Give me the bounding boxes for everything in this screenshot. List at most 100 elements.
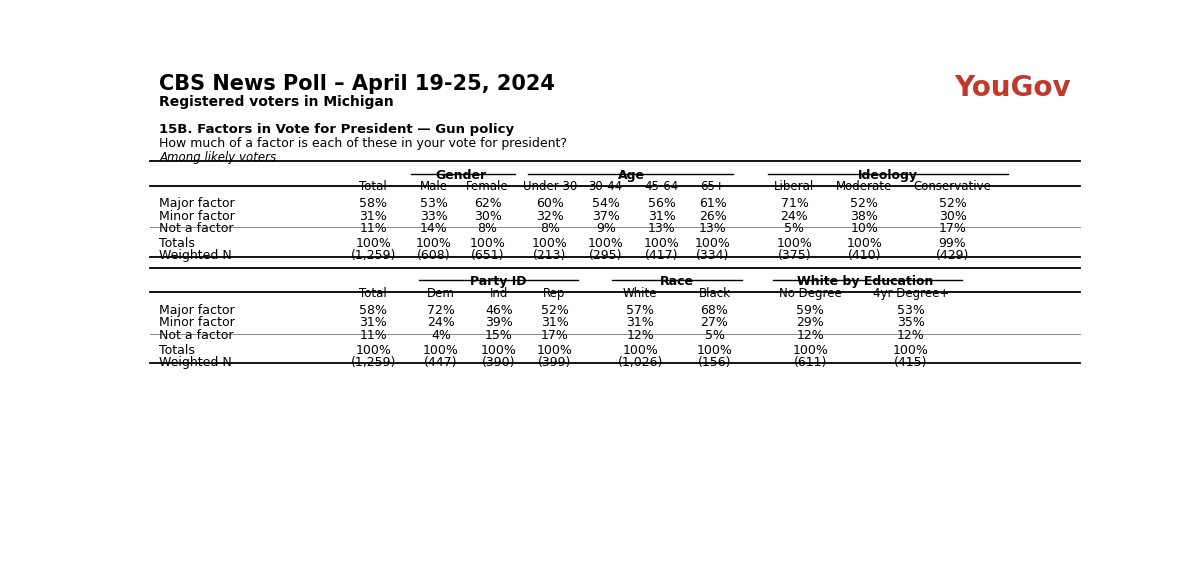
Text: 13%: 13% bbox=[698, 222, 726, 235]
Text: (415): (415) bbox=[894, 356, 928, 369]
Text: Race: Race bbox=[660, 275, 695, 288]
Text: Major factor: Major factor bbox=[160, 197, 235, 210]
Text: Under 30: Under 30 bbox=[523, 180, 577, 193]
Text: 12%: 12% bbox=[797, 329, 824, 342]
Text: 8%: 8% bbox=[540, 222, 560, 235]
Text: (611): (611) bbox=[793, 356, 827, 369]
Text: 30%: 30% bbox=[938, 209, 966, 223]
Text: (429): (429) bbox=[936, 249, 970, 262]
Text: 100%: 100% bbox=[355, 344, 391, 357]
Text: 8%: 8% bbox=[478, 222, 498, 235]
Text: Liberal: Liberal bbox=[774, 180, 815, 193]
Text: (410): (410) bbox=[847, 249, 881, 262]
Text: 45-64: 45-64 bbox=[644, 180, 679, 193]
Text: Gender: Gender bbox=[436, 168, 486, 182]
Text: 52%: 52% bbox=[938, 197, 966, 210]
Text: 61%: 61% bbox=[698, 197, 726, 210]
Text: 60%: 60% bbox=[536, 197, 564, 210]
Text: 52%: 52% bbox=[851, 197, 878, 210]
Text: (447): (447) bbox=[425, 356, 458, 369]
Text: Conservative: Conservative bbox=[913, 180, 991, 193]
Text: 31%: 31% bbox=[541, 316, 569, 329]
Text: 13%: 13% bbox=[648, 222, 676, 235]
Text: 24%: 24% bbox=[427, 316, 455, 329]
Text: 38%: 38% bbox=[851, 209, 878, 223]
Text: Ideology: Ideology bbox=[858, 168, 918, 182]
Text: (1,026): (1,026) bbox=[618, 356, 662, 369]
Text: Weighted N: Weighted N bbox=[160, 249, 232, 262]
Text: 30%: 30% bbox=[474, 209, 502, 223]
Text: 68%: 68% bbox=[701, 304, 728, 317]
Text: Age: Age bbox=[618, 168, 644, 182]
Text: (295): (295) bbox=[589, 249, 623, 262]
Text: 100%: 100% bbox=[355, 237, 391, 250]
Text: 5%: 5% bbox=[785, 222, 804, 235]
Text: 100%: 100% bbox=[643, 237, 679, 250]
Text: 100%: 100% bbox=[696, 344, 732, 357]
Text: 11%: 11% bbox=[359, 222, 388, 235]
Text: (608): (608) bbox=[416, 249, 450, 262]
Text: 100%: 100% bbox=[695, 237, 731, 250]
Text: 17%: 17% bbox=[541, 329, 569, 342]
Text: 39%: 39% bbox=[485, 316, 512, 329]
Text: Dem: Dem bbox=[427, 287, 455, 300]
Text: (334): (334) bbox=[696, 249, 730, 262]
Text: 30-44: 30-44 bbox=[589, 180, 623, 193]
Text: 24%: 24% bbox=[781, 209, 809, 223]
Text: 100%: 100% bbox=[424, 344, 460, 357]
Text: 100%: 100% bbox=[415, 237, 451, 250]
Text: No Degree: No Degree bbox=[779, 287, 841, 300]
Text: Totals: Totals bbox=[160, 344, 196, 357]
Text: YouGov: YouGov bbox=[954, 74, 1070, 102]
Text: Totals: Totals bbox=[160, 237, 196, 250]
Text: 26%: 26% bbox=[698, 209, 726, 223]
Text: White by Education: White by Education bbox=[797, 275, 934, 288]
Text: 27%: 27% bbox=[701, 316, 728, 329]
Text: 53%: 53% bbox=[896, 304, 925, 317]
Text: 62%: 62% bbox=[474, 197, 502, 210]
Text: 53%: 53% bbox=[420, 197, 448, 210]
Text: Ind: Ind bbox=[490, 287, 508, 300]
Text: 100%: 100% bbox=[588, 237, 624, 250]
Text: 31%: 31% bbox=[648, 209, 676, 223]
Text: Male: Male bbox=[420, 180, 448, 193]
Text: 15B. Factors in Vote for President — Gun policy: 15B. Factors in Vote for President — Gun… bbox=[160, 123, 515, 136]
Text: 10%: 10% bbox=[851, 222, 878, 235]
Text: 17%: 17% bbox=[938, 222, 966, 235]
Text: Weighted N: Weighted N bbox=[160, 356, 232, 369]
Text: 58%: 58% bbox=[359, 197, 388, 210]
Text: How much of a factor is each of these in your vote for president?: How much of a factor is each of these in… bbox=[160, 137, 568, 150]
Text: Female: Female bbox=[467, 180, 509, 193]
Text: Registered voters in Michigan: Registered voters in Michigan bbox=[160, 95, 394, 109]
Text: 52%: 52% bbox=[541, 304, 569, 317]
Text: Not a factor: Not a factor bbox=[160, 329, 234, 342]
Text: Total: Total bbox=[359, 287, 388, 300]
Text: 4yr Degree+: 4yr Degree+ bbox=[872, 287, 949, 300]
Text: (213): (213) bbox=[533, 249, 566, 262]
Text: 4%: 4% bbox=[431, 329, 451, 342]
Text: 57%: 57% bbox=[626, 304, 654, 317]
Text: 100%: 100% bbox=[776, 237, 812, 250]
Text: 37%: 37% bbox=[592, 209, 619, 223]
Text: 71%: 71% bbox=[780, 197, 809, 210]
Text: 100%: 100% bbox=[622, 344, 658, 357]
Text: 31%: 31% bbox=[359, 316, 388, 329]
Text: (399): (399) bbox=[538, 356, 571, 369]
Text: 31%: 31% bbox=[359, 209, 388, 223]
Text: Not a factor: Not a factor bbox=[160, 222, 234, 235]
Text: (651): (651) bbox=[470, 249, 504, 262]
Text: 12%: 12% bbox=[626, 329, 654, 342]
Text: 12%: 12% bbox=[896, 329, 925, 342]
Text: Total: Total bbox=[359, 180, 388, 193]
Text: Minor factor: Minor factor bbox=[160, 209, 235, 223]
Text: 100%: 100% bbox=[532, 237, 568, 250]
Text: 33%: 33% bbox=[420, 209, 448, 223]
Text: 100%: 100% bbox=[481, 344, 517, 357]
Text: 54%: 54% bbox=[592, 197, 619, 210]
Text: (1,259): (1,259) bbox=[350, 356, 396, 369]
Text: Black: Black bbox=[698, 287, 731, 300]
Text: Minor factor: Minor factor bbox=[160, 316, 235, 329]
Text: 9%: 9% bbox=[595, 222, 616, 235]
Text: 100%: 100% bbox=[893, 344, 929, 357]
Text: 5%: 5% bbox=[704, 329, 725, 342]
